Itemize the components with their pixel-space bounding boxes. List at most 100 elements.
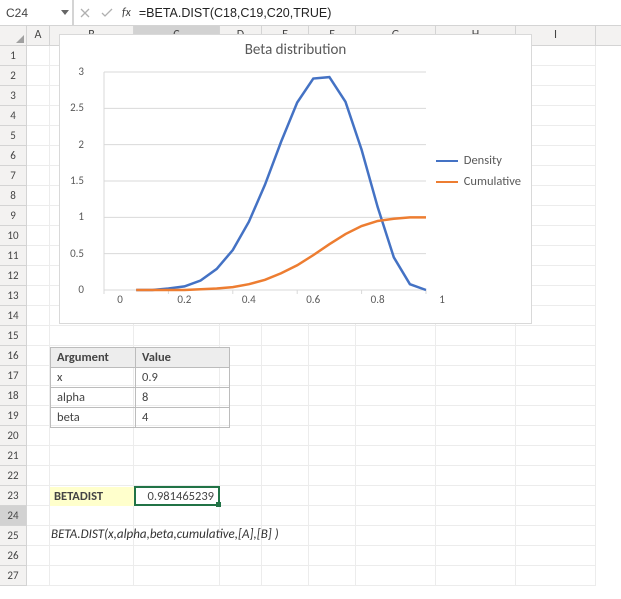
row-header[interactable]: 15 bbox=[0, 326, 27, 346]
cell[interactable] bbox=[134, 326, 220, 346]
row-header[interactable]: 16 bbox=[0, 346, 27, 366]
cell[interactable] bbox=[436, 406, 516, 426]
cell[interactable] bbox=[356, 566, 436, 586]
cell[interactable] bbox=[516, 426, 596, 446]
formula-input[interactable] bbox=[135, 0, 621, 25]
cell[interactable] bbox=[27, 246, 50, 266]
cell[interactable] bbox=[516, 386, 596, 406]
cell[interactable] bbox=[309, 326, 356, 346]
cell[interactable] bbox=[27, 66, 50, 86]
cell[interactable] bbox=[27, 566, 50, 586]
row-header[interactable]: 27 bbox=[0, 566, 27, 586]
cell[interactable] bbox=[50, 466, 134, 486]
cell[interactable] bbox=[356, 526, 436, 546]
cell[interactable] bbox=[220, 566, 262, 586]
chart[interactable]: Beta distribution 00.511.522.53 00.20.40… bbox=[59, 34, 532, 324]
cell[interactable] bbox=[436, 466, 516, 486]
row-header[interactable]: 5 bbox=[0, 126, 27, 146]
cell[interactable] bbox=[27, 46, 50, 66]
cell[interactable] bbox=[27, 106, 50, 126]
name-box[interactable] bbox=[0, 0, 57, 25]
row-header[interactable]: 7 bbox=[0, 166, 27, 186]
cell[interactable] bbox=[262, 506, 309, 526]
row-header[interactable]: 12 bbox=[0, 266, 27, 286]
cell[interactable] bbox=[516, 486, 596, 506]
cell[interactable] bbox=[516, 506, 596, 526]
row-header[interactable]: 1 bbox=[0, 46, 27, 66]
row-header[interactable]: 20 bbox=[0, 426, 27, 446]
cell[interactable] bbox=[516, 366, 596, 386]
cell[interactable] bbox=[27, 526, 50, 546]
cell[interactable] bbox=[516, 526, 596, 546]
cell[interactable] bbox=[50, 566, 134, 586]
cell[interactable] bbox=[134, 466, 220, 486]
cell[interactable] bbox=[134, 446, 220, 466]
cell[interactable] bbox=[516, 346, 596, 366]
cell[interactable] bbox=[27, 506, 50, 526]
cell[interactable] bbox=[262, 406, 309, 426]
cell[interactable] bbox=[516, 446, 596, 466]
cell[interactable] bbox=[309, 526, 356, 546]
row-header[interactable]: 14 bbox=[0, 306, 27, 326]
cell[interactable] bbox=[436, 526, 516, 546]
row-header[interactable]: 13 bbox=[0, 286, 27, 306]
cell[interactable] bbox=[27, 146, 50, 166]
cell[interactable] bbox=[436, 546, 516, 566]
cell[interactable] bbox=[50, 326, 134, 346]
select-all-corner[interactable] bbox=[0, 26, 27, 45]
row-header[interactable]: 26 bbox=[0, 546, 27, 566]
row-header[interactable]: 23 bbox=[0, 486, 27, 506]
cell[interactable] bbox=[27, 126, 50, 146]
cell[interactable] bbox=[27, 306, 50, 326]
cell[interactable] bbox=[220, 486, 262, 506]
row-header[interactable]: 25 bbox=[0, 526, 27, 546]
name-box-dropdown[interactable] bbox=[57, 0, 73, 25]
row-header[interactable]: 17 bbox=[0, 366, 27, 386]
cell[interactable] bbox=[356, 346, 436, 366]
cell[interactable] bbox=[356, 506, 436, 526]
row-header[interactable]: 2 bbox=[0, 66, 27, 86]
cell[interactable] bbox=[262, 446, 309, 466]
cell[interactable] bbox=[356, 546, 436, 566]
cell[interactable] bbox=[436, 366, 516, 386]
cell[interactable] bbox=[516, 326, 596, 346]
cell[interactable] bbox=[262, 326, 309, 346]
cell[interactable] bbox=[220, 466, 262, 486]
cell[interactable] bbox=[27, 326, 50, 346]
cell[interactable] bbox=[27, 226, 50, 246]
cell[interactable] bbox=[356, 386, 436, 406]
cell[interactable] bbox=[436, 446, 516, 466]
row-header[interactable]: 10 bbox=[0, 226, 27, 246]
cell[interactable] bbox=[27, 266, 50, 286]
cell[interactable] bbox=[27, 446, 50, 466]
cell[interactable] bbox=[436, 426, 516, 446]
cell[interactable] bbox=[309, 546, 356, 566]
cell[interactable] bbox=[262, 546, 309, 566]
cell[interactable] bbox=[27, 366, 50, 386]
cell[interactable] bbox=[436, 486, 516, 506]
cell[interactable] bbox=[356, 406, 436, 426]
active-cell[interactable]: 0.981465239 bbox=[134, 486, 220, 506]
cell[interactable] bbox=[436, 346, 516, 366]
cell[interactable] bbox=[27, 386, 50, 406]
cell[interactable] bbox=[27, 546, 50, 566]
cell[interactable] bbox=[262, 386, 309, 406]
cell[interactable] bbox=[220, 426, 262, 446]
cell[interactable] bbox=[356, 446, 436, 466]
cell[interactable] bbox=[309, 506, 356, 526]
cell[interactable] bbox=[50, 506, 134, 526]
cell[interactable] bbox=[436, 506, 516, 526]
cell[interactable] bbox=[309, 386, 356, 406]
row-header[interactable]: 22 bbox=[0, 466, 27, 486]
cell[interactable] bbox=[220, 326, 262, 346]
cell[interactable] bbox=[134, 546, 220, 566]
cell[interactable] bbox=[262, 486, 309, 506]
row-header[interactable]: 6 bbox=[0, 146, 27, 166]
cell[interactable] bbox=[27, 346, 50, 366]
cell[interactable] bbox=[262, 466, 309, 486]
row-header[interactable]: 4 bbox=[0, 106, 27, 126]
cell[interactable] bbox=[309, 486, 356, 506]
cell[interactable] bbox=[309, 406, 356, 426]
cell[interactable] bbox=[262, 566, 309, 586]
row-header[interactable]: 21 bbox=[0, 446, 27, 466]
